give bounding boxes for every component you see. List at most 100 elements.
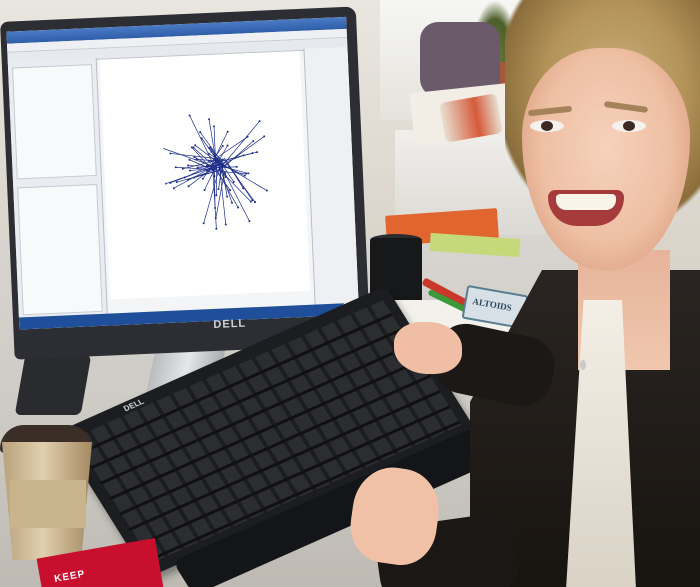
graph-node — [205, 164, 208, 167]
graph-edge — [221, 166, 249, 174]
graph-edge — [193, 169, 221, 179]
graph-edge — [203, 162, 222, 224]
graph-canvas — [99, 50, 311, 300]
graph-edge — [222, 136, 265, 167]
graph-node — [230, 201, 233, 204]
person-necklace — [580, 360, 586, 370]
graph-node — [226, 144, 229, 147]
graph-node — [214, 207, 217, 210]
graph-node — [169, 152, 172, 155]
graph-edge — [175, 166, 224, 171]
graph-node — [192, 176, 195, 179]
graph-node — [242, 187, 245, 190]
graph-node — [186, 178, 189, 181]
graph-node — [208, 118, 211, 121]
person-right-eye — [612, 120, 646, 132]
graph-node — [200, 137, 203, 140]
graph-node — [195, 158, 198, 161]
graph-edge — [215, 167, 239, 208]
graph-node — [246, 135, 249, 138]
graph-node — [237, 206, 240, 209]
graph-node — [249, 200, 252, 203]
speaker-left — [14, 355, 92, 415]
coffee-cup-sleeve — [10, 480, 86, 528]
graph-node — [258, 120, 261, 123]
graph-node — [224, 223, 227, 226]
graph-node — [207, 152, 210, 155]
graph-node — [187, 164, 190, 167]
graph-node — [213, 175, 216, 178]
graph-edge — [218, 158, 235, 183]
graph-edge — [216, 157, 233, 203]
graph-edge — [217, 120, 260, 172]
graph-node — [199, 131, 202, 134]
graph-node — [206, 169, 209, 172]
graph-node — [265, 189, 268, 192]
graph-node — [263, 135, 266, 138]
graph-node — [203, 188, 206, 191]
graph-node — [192, 146, 195, 149]
graph-node — [181, 167, 184, 170]
person-face — [522, 48, 690, 270]
app-right-panel — [303, 46, 360, 311]
graph-node — [175, 181, 178, 184]
graph-node — [188, 158, 191, 161]
graph-node — [254, 201, 257, 204]
graph-node — [164, 182, 167, 185]
graph-node — [174, 166, 177, 169]
graph-edge — [216, 145, 228, 164]
monitor: DELL — [0, 6, 371, 360]
graph-edge — [219, 171, 247, 174]
graph-node — [187, 185, 190, 188]
graph-node — [190, 146, 193, 149]
monitor-screen — [6, 16, 360, 330]
graph-node — [196, 166, 199, 169]
graph-node — [215, 194, 218, 197]
graph-edge — [213, 131, 228, 161]
graph-node — [183, 176, 186, 179]
graph-node — [208, 147, 211, 150]
graph-edge — [182, 160, 214, 170]
graph-node — [221, 144, 224, 147]
graph-node — [226, 195, 229, 198]
graph-node — [245, 172, 248, 175]
graph-edge — [214, 167, 216, 209]
graph-node — [189, 169, 192, 172]
graph-node — [235, 165, 238, 168]
graph-node — [232, 180, 235, 183]
graph-node — [194, 144, 197, 147]
graph-node — [214, 217, 217, 220]
graph-node — [188, 114, 191, 117]
graph-edge — [216, 159, 218, 196]
graph-edge — [213, 136, 248, 161]
graph-edge — [218, 160, 250, 222]
graph-edge — [201, 138, 224, 169]
graph-node — [251, 199, 254, 202]
graph-node — [224, 175, 227, 178]
graph-node — [169, 181, 172, 184]
graph-node — [193, 155, 196, 158]
graph-node — [202, 222, 205, 225]
graph-node — [248, 220, 251, 223]
graph-edge — [223, 140, 254, 168]
person-right-hand — [394, 322, 462, 374]
person-teeth — [556, 194, 616, 210]
left-panel-top — [11, 64, 97, 180]
person-left-eye — [530, 120, 564, 132]
graph-edge — [202, 157, 218, 179]
app-left-panel — [7, 57, 109, 324]
graph-node — [251, 152, 254, 155]
graph-node — [217, 188, 220, 191]
graph-node — [252, 140, 255, 143]
graph-edge — [204, 170, 215, 191]
graph-node — [207, 159, 210, 162]
graph-node — [247, 172, 250, 175]
network-graph — [162, 114, 268, 230]
graph-node — [201, 177, 204, 180]
graph-node — [243, 174, 246, 177]
graph-node — [213, 125, 216, 128]
monitor-brand-logo: DELL — [213, 317, 247, 331]
graph-edge — [223, 157, 253, 201]
graph-edge — [213, 126, 217, 167]
